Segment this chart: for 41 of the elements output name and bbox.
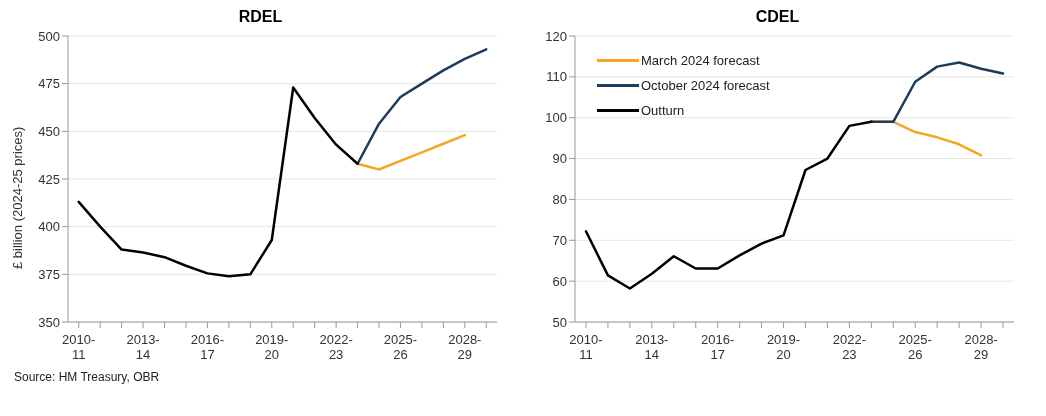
y-tick-label: 500 <box>38 28 60 44</box>
x-tick-label: 2013-14 <box>126 332 160 362</box>
y-tick-label: 110 <box>546 69 567 85</box>
y-tick-label: 100 <box>545 110 567 126</box>
line-series <box>870 61 1005 124</box>
line-series <box>356 133 467 171</box>
x-tick-label: 2025-26 <box>898 332 932 362</box>
legend-label: March 2024 forecast <box>641 52 760 70</box>
y-tick-label: 425 <box>38 171 60 187</box>
line-series <box>584 120 873 290</box>
source-note: Source: HM Treasury, OBR <box>14 370 161 384</box>
x-tick-label: 2028-29 <box>448 332 482 362</box>
x-tick-label: 2019-20 <box>255 332 289 362</box>
x-tick-label: 2022-23 <box>832 332 866 362</box>
y-tick-label: 50 <box>552 314 567 330</box>
x-tick-label: 2019-20 <box>766 332 801 362</box>
chart-title: CDEL <box>754 8 801 27</box>
y-tick-label: 375 <box>38 266 60 282</box>
y-tick-label: 60 <box>552 273 567 289</box>
legend-label: October 2024 forecast <box>641 77 770 95</box>
y-tick-label: 120 <box>545 28 567 44</box>
x-tick-label: 2010-11 <box>62 332 96 362</box>
line-series <box>77 86 359 278</box>
line-series <box>356 48 488 165</box>
y-tick-label: 80 <box>552 192 567 208</box>
y-axis-title: £ billion (2024-25 prices) <box>9 126 25 269</box>
y-tick-label: 475 <box>38 76 60 92</box>
x-tick-label: 2013-14 <box>635 332 669 362</box>
x-tick-label: 2022-23 <box>319 332 353 362</box>
x-tick-label: 2010-11 <box>569 332 603 362</box>
x-tick-label: 2016-17 <box>701 332 735 362</box>
legend-label: Outturn <box>641 102 685 120</box>
x-tick-label: 2016-17 <box>190 332 225 362</box>
x-tick-label: 2025-26 <box>383 332 418 362</box>
y-tick-label: 400 <box>38 219 60 235</box>
y-tick-label: 70 <box>552 232 567 248</box>
y-tick-label: 90 <box>552 151 567 167</box>
y-tick-label: 350 <box>38 314 60 330</box>
chart-title: RDEL <box>237 8 284 27</box>
y-tick-label: 450 <box>38 123 60 139</box>
x-tick-label: 2028-29 <box>964 332 998 362</box>
